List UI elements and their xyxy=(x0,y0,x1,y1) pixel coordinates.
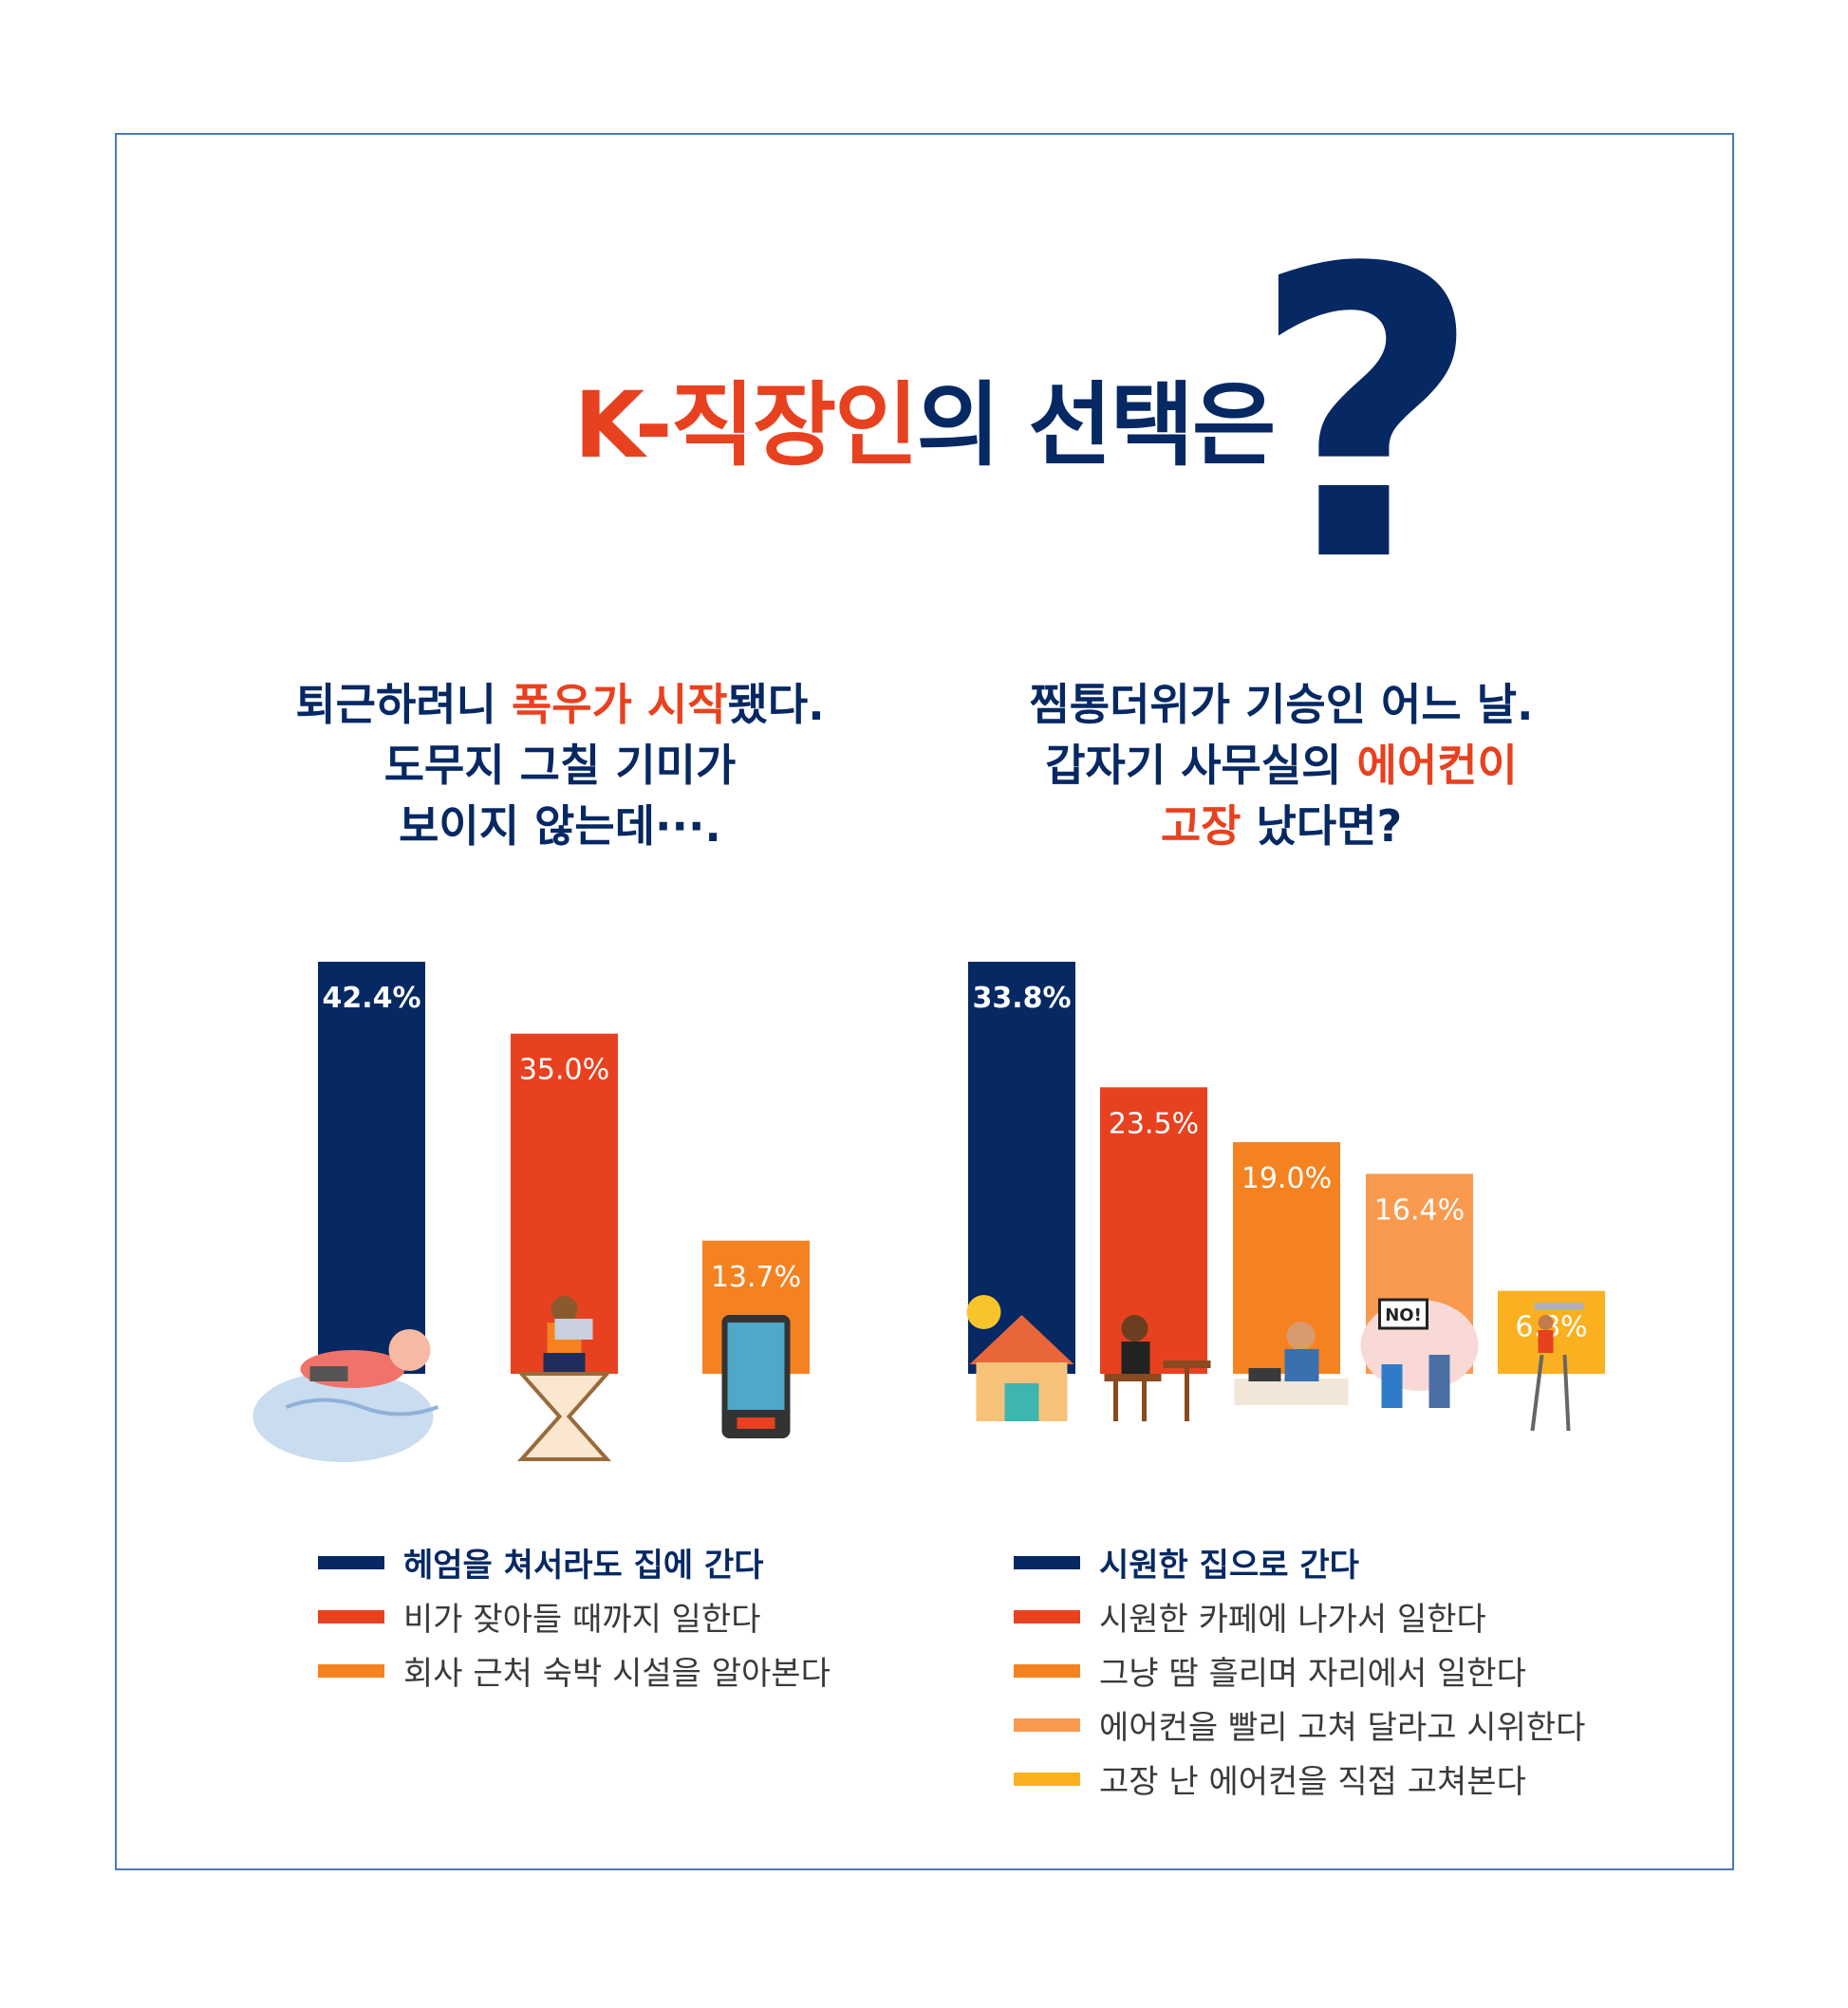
legend-swatch xyxy=(1014,1609,1080,1623)
bar-value-label: 42.4% xyxy=(322,982,420,1015)
question-right-text: 갑자기 사무실의 xyxy=(1045,740,1357,791)
legend-swatch xyxy=(318,1609,384,1623)
legend-item: 헤엄을 쳐서라도 집에 간다 xyxy=(318,1535,831,1589)
question-left-line3: 보이지 않는데···. xyxy=(399,800,721,852)
page-title: K-직장인의 선택은 xyxy=(0,351,1848,479)
bar-value-label: 13.7% xyxy=(711,1261,801,1294)
title-rest: 의 선택은 xyxy=(916,372,1277,479)
legend-label: 시원한 카페에 나가서 일한다 xyxy=(1099,1601,1486,1639)
legend-item: 시원한 집으로 간다 xyxy=(1014,1535,1585,1589)
legend-label: 헤엄을 쳐서라도 집에 간다 xyxy=(403,1547,764,1585)
chart-right: 33.8%23.5%19.0%16.4%NO!6.8% xyxy=(966,962,1605,1432)
ladder-repair-icon xyxy=(1530,1303,1584,1432)
question-left-highlight: 폭우가 시작 xyxy=(511,679,728,730)
legend-swatch xyxy=(1014,1717,1080,1732)
question-right-highlight: 고장 xyxy=(1160,800,1241,852)
question-left-line1: 퇴근하려니 폭우가 시작됐다. xyxy=(275,674,845,735)
bar-value-label: 16.4% xyxy=(1374,1193,1465,1227)
question-right: 찜통더위가 기승인 어느 날. 갑자기 사무실의 에어컨이 고장 났다면? xyxy=(949,674,1614,856)
legend-swatch xyxy=(1014,1772,1080,1786)
question-right-text: 났다면? xyxy=(1241,800,1403,852)
legend-item: 고장 난 에어컨을 직접 고쳐본다 xyxy=(1014,1752,1585,1806)
sunny-house-icon xyxy=(966,1295,1074,1421)
bar-value-label: 33.8% xyxy=(972,982,1071,1015)
question-right-line1: 찜통더위가 기승인 어느 날. xyxy=(1029,679,1534,730)
legend-swatch xyxy=(1014,1663,1080,1678)
hotel-booking-phone-icon xyxy=(721,1315,791,1438)
legend-item: 에어컨을 빨리 고쳐 달라고 시위한다 xyxy=(1014,1698,1585,1752)
bar-value-label: 23.5% xyxy=(1109,1107,1199,1140)
question-right-line2: 갑자기 사무실의 에어컨이 xyxy=(949,735,1614,796)
sweating-worker-icon xyxy=(1234,1322,1349,1405)
question-mark-icon: ? xyxy=(1251,185,1483,649)
legend-label: 그냥 땀 흘리며 자리에서 일한다 xyxy=(1099,1655,1526,1693)
bar-value-label: 35.0% xyxy=(519,1054,609,1087)
question-left-text: 퇴근하려니 xyxy=(295,679,512,730)
svg-text:NO!: NO! xyxy=(1385,1305,1422,1325)
legend-label: 고장 난 에어컨을 직접 고쳐본다 xyxy=(1099,1763,1526,1801)
question-right-highlight: 에어컨이 xyxy=(1356,740,1518,791)
question-left: 퇴근하려니 폭우가 시작됐다. 도무지 그칠 기미가 보이지 않는데···. xyxy=(275,674,845,856)
bar-2 xyxy=(1100,1087,1207,1374)
question-left-text: 됐다. xyxy=(727,679,825,730)
bar-1 xyxy=(318,962,425,1374)
infographic-frame xyxy=(115,133,1734,1870)
question-left-line2: 도무지 그칠 기미가 xyxy=(383,740,737,791)
legend-swatch xyxy=(318,1555,384,1569)
hourglass-worker-icon xyxy=(517,1296,611,1461)
question-right-line3: 고장 났다면? xyxy=(949,796,1614,856)
legend-label: 시원한 집으로 간다 xyxy=(1099,1547,1359,1585)
cafe-worker-icon xyxy=(1104,1315,1211,1421)
protest-no-sign-icon: NO! xyxy=(1360,1298,1479,1408)
swimmer-icon xyxy=(252,1329,439,1462)
legend-item: 회사 근처 숙박 시설을 알아본다 xyxy=(318,1643,831,1698)
legend-swatch xyxy=(318,1663,384,1678)
legend-label: 비가 잦아들 때까지 일한다 xyxy=(403,1601,761,1639)
title-highlight: K-직장인 xyxy=(573,372,919,479)
legend-label: 에어컨을 빨리 고쳐 달라고 시위한다 xyxy=(1099,1709,1586,1747)
legend-label: 회사 근처 숙박 시설을 알아본다 xyxy=(403,1655,831,1693)
legend-item: 시원한 카페에 나가서 일한다 xyxy=(1014,1589,1585,1643)
chart-left: 42.4% 35.0% 13.7% xyxy=(252,962,810,1462)
legend-item: 비가 잦아들 때까지 일한다 xyxy=(318,1589,831,1643)
legend-swatch xyxy=(1014,1555,1080,1569)
bar-3 xyxy=(1233,1142,1340,1374)
legend-item: 그냥 땀 흘리며 자리에서 일한다 xyxy=(1014,1643,1585,1698)
bar-value-label: 19.0% xyxy=(1241,1162,1332,1195)
